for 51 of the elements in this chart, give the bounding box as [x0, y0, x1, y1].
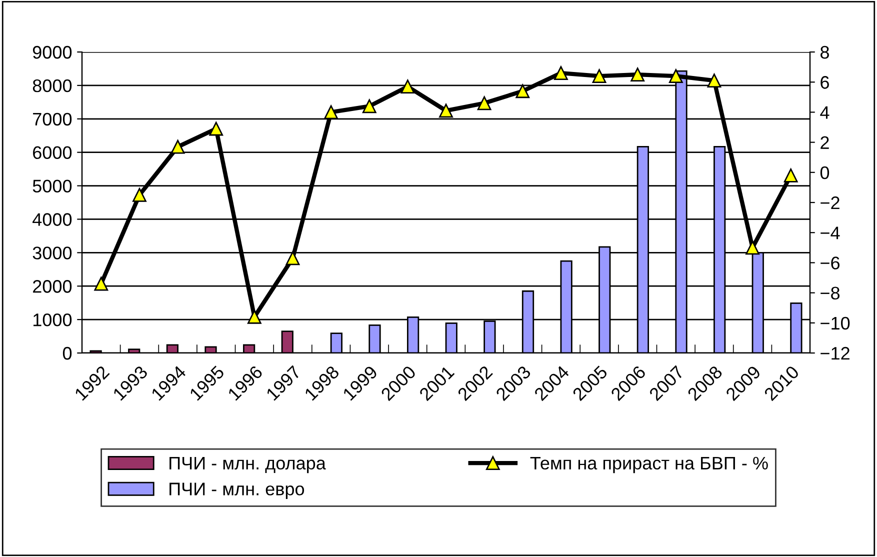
point — [324, 105, 338, 120]
legend-label: Темп на прираст на БВП - % — [530, 456, 768, 474]
y2-tick-label: −12 — [820, 346, 850, 360]
point — [707, 74, 722, 88]
y-tick-label: 6000 — [33, 146, 72, 160]
point — [209, 122, 224, 136]
bar — [368, 324, 381, 353]
bar — [445, 322, 458, 353]
y2-tick-label: 0 — [820, 166, 830, 180]
y-tick-label: 8000 — [32, 79, 72, 92]
bar — [204, 346, 217, 353]
point — [132, 188, 146, 202]
point — [286, 251, 300, 266]
point — [439, 104, 453, 118]
point — [362, 99, 376, 114]
y-tick-label: 0 — [62, 346, 72, 360]
y-tick-label: 3000 — [32, 246, 72, 260]
y-tick-label: 5000 — [32, 180, 72, 192]
y-tick-label: 4000 — [32, 213, 72, 226]
point — [94, 276, 108, 291]
y-tick-label: 7000 — [33, 112, 72, 126]
legend-label: ПЧИ - млн. долара — [170, 456, 326, 474]
point — [516, 84, 530, 98]
bar — [166, 344, 178, 353]
y2-tick-label: −2 — [820, 196, 840, 210]
y2-tick-label: 6 — [820, 76, 829, 89]
legend-label: ПЧИ - млн. евро — [170, 482, 304, 499]
y2-tick-label: −10 — [820, 316, 850, 330]
point — [170, 140, 185, 154]
y-tick-label: 9000 — [32, 46, 72, 59]
point — [477, 96, 492, 110]
y-tick-label: 2000 — [33, 280, 72, 293]
bar — [128, 348, 140, 353]
bar — [281, 330, 294, 353]
y2-tick-label: 4 — [820, 106, 830, 119]
point — [746, 240, 760, 255]
point — [554, 66, 568, 80]
y2-tick-label: 8 — [820, 46, 829, 59]
y2-tick-label: −4 — [820, 226, 840, 240]
point — [630, 68, 645, 82]
y2-tick-label: −8 — [820, 286, 840, 300]
y2-tick-label: −6 — [820, 256, 840, 270]
point — [400, 80, 415, 94]
point — [668, 69, 683, 84]
y2-tick-label: 2 — [820, 136, 829, 149]
point — [247, 310, 262, 324]
bar — [330, 332, 342, 353]
point — [592, 69, 606, 84]
y-tick-label: 1000 — [33, 313, 72, 326]
point — [784, 168, 798, 182]
bar — [243, 344, 256, 353]
